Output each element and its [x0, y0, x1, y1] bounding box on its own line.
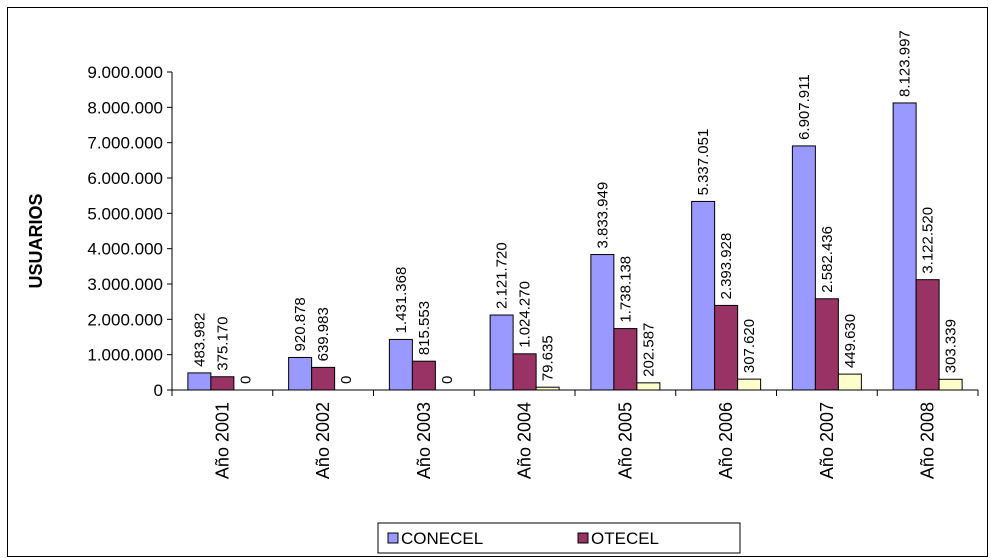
data-label: 2.121.720 — [494, 242, 511, 309]
data-label: 2.393.928 — [718, 233, 735, 300]
y-axis-title: USUARIOS — [26, 193, 46, 288]
data-label: 0 — [237, 376, 254, 384]
y-tick-label: 8.000.000 — [87, 98, 163, 117]
legend-swatch — [387, 532, 399, 544]
bar-series-3 — [837, 373, 862, 391]
axes — [171, 72, 979, 396]
data-label: 79.635 — [540, 335, 557, 381]
y-tick-label: 9.000.000 — [87, 63, 163, 82]
data-label: 449.630 — [842, 314, 859, 368]
bar-conecel — [288, 356, 313, 391]
bar-chart: 0 1.000.000 2.000.000 3.000.000 4.000.000 5.0… — [26, 30, 979, 554]
y-axis-ticks: 0 1.000.000 2.000.000 3.000.000 4.000.000 5.0… — [87, 63, 172, 400]
chart-frame: 0 1.000.000 2.000.000 3.000.000 4.000.000 5.0… — [7, 7, 988, 557]
bar-series-3 — [737, 378, 762, 391]
category-label: Año 2001 — [212, 402, 232, 479]
category-label: Año 2002 — [313, 402, 333, 479]
bar-otecel — [311, 366, 336, 391]
data-label: 303.339 — [943, 319, 960, 373]
bar-otecel — [915, 279, 940, 391]
y-tick-label: 3.000.000 — [87, 275, 163, 294]
category-label: Año 2008 — [918, 402, 938, 479]
data-label: 3.122.520 — [920, 207, 937, 274]
category-label: Año 2004 — [515, 402, 535, 479]
data-label: 6.907.911 — [796, 74, 813, 140]
data-label: 0 — [439, 376, 456, 384]
legend-label: OTECEL — [591, 529, 659, 548]
data-label: 3.833.949 — [594, 182, 611, 249]
data-label: 815.553 — [416, 301, 433, 355]
data-label: 375.170 — [214, 317, 231, 371]
data-label: 639.983 — [315, 307, 332, 361]
data-labels: 483.982 920.878 1.431.368 2.121.720 3.833.94… — [191, 30, 959, 384]
data-label: 1.738.138 — [617, 256, 634, 323]
category-label: Año 2005 — [615, 402, 635, 479]
bar-otecel — [210, 376, 235, 391]
bar-conecel — [489, 314, 514, 391]
bar-otecel — [714, 304, 739, 391]
y-tick-label: 4.000.000 — [87, 240, 163, 259]
data-label: 1.431.368 — [393, 267, 410, 334]
category-labels: Año 2001 Año 2002 Año 2003 Año 2004 Año 2005… — [212, 402, 937, 479]
bar-otecel — [512, 353, 537, 391]
data-label: 8.123.997 — [897, 30, 914, 97]
bar-conecel — [892, 102, 917, 391]
data-label: 483.982 — [191, 313, 208, 367]
y-tick-label: 0 — [154, 381, 163, 400]
data-label: 307.620 — [741, 319, 758, 373]
legend-label: CONECEL — [401, 529, 483, 548]
legend-box — [377, 522, 741, 554]
data-label: 202.587 — [640, 323, 657, 377]
bar-otecel — [411, 360, 436, 391]
y-tick-label: 6.000.000 — [87, 169, 163, 188]
bar-conecel — [691, 200, 716, 391]
bar-series-3 — [636, 382, 661, 391]
bar-conecel — [388, 338, 413, 391]
bar-conecel — [590, 254, 615, 391]
bar-series — [187, 102, 963, 391]
data-label: 2.582.436 — [819, 226, 836, 293]
bar-series-3 — [938, 378, 963, 391]
data-label: 920.878 — [292, 297, 309, 351]
bar-otecel — [613, 328, 638, 391]
y-tick-label: 2.000.000 — [87, 310, 163, 329]
legend-swatch — [577, 532, 589, 544]
data-label: 5.337.051 — [695, 129, 712, 196]
bar-conecel — [791, 145, 816, 391]
y-tick-label: 5.000.000 — [87, 204, 163, 223]
bar-conecel — [187, 372, 212, 391]
data-label: 0 — [338, 376, 355, 384]
category-label: Año 2003 — [414, 402, 434, 479]
bar-otecel — [814, 298, 839, 391]
y-tick-label: 1.000.000 — [87, 346, 163, 365]
category-label: Año 2007 — [817, 402, 837, 479]
data-label: 1.024.270 — [517, 281, 534, 348]
y-tick-label: 7.000.000 — [87, 134, 163, 153]
category-label: Año 2006 — [716, 402, 736, 479]
legend: CONECEL OTECEL — [377, 522, 741, 554]
